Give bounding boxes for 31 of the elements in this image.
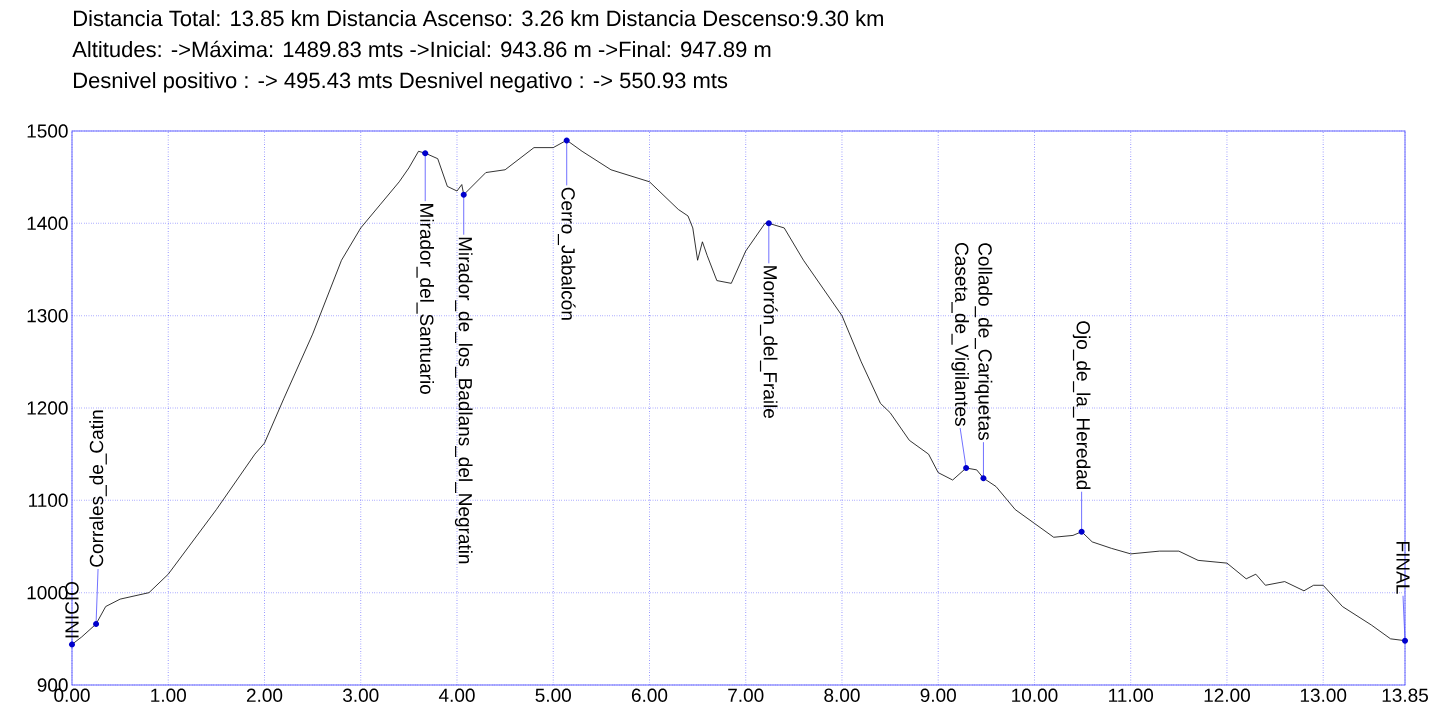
annotation: Mirador_de_los_Badlans_del_Negratin [454, 237, 473, 564]
annotation: Ojo_de_la_Heredad [1072, 321, 1091, 490]
annotation: Cerro_Jabalcón [557, 187, 576, 320]
x-tick-label: 5.00 [535, 688, 571, 702]
annotation: Mirador_del_Santuario [416, 204, 434, 394]
y-tick-label: 1300 [27, 308, 68, 323]
x-tick-label: 1.00 [151, 688, 186, 702]
annotation: Morrón_del_Fraile [759, 266, 778, 419]
annotation: Caseta_de_Vigilantes [951, 243, 969, 426]
annotation: FINAL [1396, 542, 1410, 594]
x-tick-label: 2.00 [246, 688, 283, 702]
x-tick-label: 4.00 [438, 688, 475, 702]
y-tick-label: 1500 [27, 124, 68, 138]
x-tick-label: 3.00 [342, 688, 379, 702]
y-tick-label: 1200 [27, 401, 68, 415]
x-tick-label: 9.00 [920, 688, 956, 702]
x-tick-label: 13.85 [1382, 688, 1428, 702]
text: Desnivel positivo : -> 495.43 mts Desnivel negativo : -> 550.93 mts [74, 72, 728, 93]
y-tick-label: 1100 [29, 493, 68, 508]
chart-subtitle: Altitudes: ->Máxima: 1489.83 mts ->Inicial: 943.86 m ->Final: 947.89 m [72, 40, 771, 58]
annotation: Collado_de_Cariquetas [974, 243, 993, 441]
x-tick-label: 11.00 [1109, 688, 1154, 702]
x-tick-label: 12.00 [1204, 688, 1250, 702]
x-tick-label: 6.00 [631, 688, 668, 702]
chart-title: Distancia Total: 13.85 km Distancia Ascenso: 3.26 km Distancia Descenso:9.30 km [74, 10, 883, 27]
x-tick-label: 7.00 [728, 688, 764, 702]
x-tick-label: 8.00 [824, 688, 860, 702]
annotation: Corrales_de_Catin [89, 410, 107, 567]
x-tick-label: 10.00 [1012, 688, 1058, 702]
x-tick-label: 13.00 [1300, 688, 1347, 702]
y-tick-label: 1400 [27, 216, 68, 231]
